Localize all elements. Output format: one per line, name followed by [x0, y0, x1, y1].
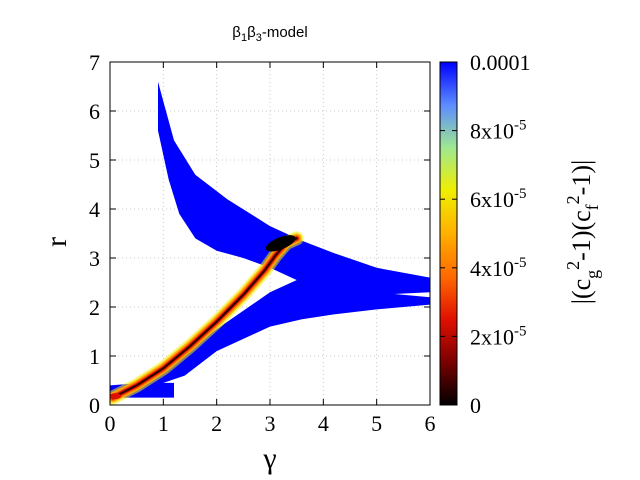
colorbar-tick-label: 4x10-5 [470, 255, 527, 281]
y-tick-label: 7 [89, 50, 100, 75]
y-tick-label: 0 [89, 393, 100, 418]
colorbar-tick-label: 0 [470, 393, 481, 418]
colorbar [439, 61, 458, 406]
colorbar-tick-label: 6x10-5 [470, 186, 527, 212]
heatmap-data [110, 81, 430, 405]
x-tick-label: 3 [265, 411, 276, 436]
y-tick-label: 2 [89, 295, 100, 320]
y-axis-label: r [40, 237, 73, 247]
upper-branch-region [158, 81, 430, 295]
x-tick-label: 0 [105, 411, 116, 436]
colorbar-tick-label: 2x10-5 [470, 323, 527, 349]
x-axis-label: γ [262, 442, 276, 475]
x-tick-label: 5 [371, 411, 382, 436]
ridge-gradient [110, 231, 304, 405]
x-axis-ticks: 0 1 2 3 4 5 6 [105, 62, 436, 436]
lower-band-region [115, 277, 430, 396]
y-tick-label: 6 [89, 99, 100, 124]
y-axis-ticks: 0 1 2 3 4 5 6 7 [89, 50, 430, 418]
chart-title: β1β3-model [232, 24, 307, 44]
colorbar-ticks: 0.0001 8x10-5 6x10-5 4x10-5 2x10-5 0 [440, 50, 531, 418]
x-tick-label: 1 [158, 411, 169, 436]
x-tick-label: 2 [211, 411, 222, 436]
y-tick-label: 4 [89, 197, 100, 222]
y-tick-label: 1 [89, 344, 100, 369]
y-tick-label: 3 [89, 246, 100, 271]
ridge-core [265, 235, 296, 252]
y-tick-label: 5 [89, 148, 100, 173]
colorbar-tick-label: 8x10-5 [470, 118, 527, 144]
x-tick-label: 6 [425, 411, 436, 436]
colorbar-label: |(cg2-1)(cf2-1)| [563, 160, 602, 304]
ridge-origin [110, 393, 122, 400]
colorbar-tick-label: 0.0001 [470, 50, 531, 75]
x-tick-label: 4 [318, 411, 329, 436]
